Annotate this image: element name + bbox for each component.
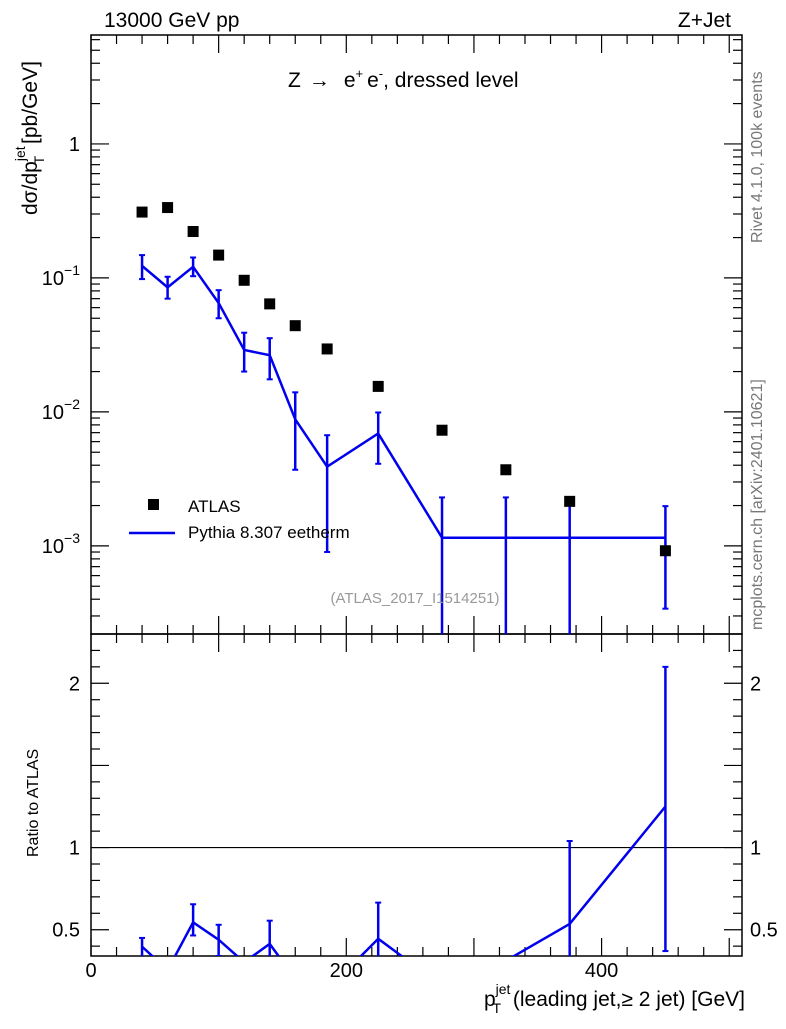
ratio-y-tick-label: 0.5 <box>52 920 80 942</box>
mcplots-label: mcplots.cern.ch [arXiv:2401.10621] <box>749 379 766 630</box>
atlas-data-point <box>564 495 576 507</box>
x-tick-label: 400 <box>585 960 618 982</box>
main-y-axis-label: dσ/dpjet T [pb/GeV] <box>12 61 47 215</box>
x-tick-label: 200 <box>330 960 363 982</box>
atlas-data-point <box>264 298 276 310</box>
process-annotation: Z → e+ e-, dressed level <box>288 66 519 92</box>
analysis-id-label: (ATLAS_2017_I1514251) <box>330 590 499 607</box>
atlas-data-point <box>372 380 384 392</box>
main-axis-ticks: 10−3 10−2 10−1 1 <box>42 35 742 634</box>
atlas-data-point <box>436 424 448 436</box>
atlas-data-point <box>187 226 199 238</box>
atlas-data-point <box>238 274 250 286</box>
main-y-tick-label: 10−3 <box>42 530 80 558</box>
process-label: Z+Jet <box>678 9 731 32</box>
ratio-y-axis-label: Ratio to ATLAS <box>25 749 42 857</box>
rivet-version-label: Rivet 4.1.0, 100k events <box>749 71 766 243</box>
main-y-tick-label: 1 <box>69 134 80 156</box>
main-panel-frame <box>90 34 743 635</box>
collision-energy-label: 13000 GeV pp <box>104 9 239 32</box>
ratio-y-tick-label-right: 0.5 <box>750 920 778 942</box>
ratio-panel-frame <box>90 633 743 957</box>
legend-data-label: ATLAS <box>188 497 241 516</box>
x-tick-label: 0 <box>85 960 96 982</box>
main-y-tick-label: 10−1 <box>42 262 80 290</box>
ratio-plot-area <box>139 665 669 956</box>
ratio-y-tick-label-right: 1 <box>750 838 761 860</box>
atlas-data-point <box>213 249 225 261</box>
main-plot-area <box>136 202 671 634</box>
x-axis-label: pjet T (leading jet,≥ 2 jet) [GeV] <box>484 981 745 1016</box>
ratio-y-tick-label-right: 2 <box>750 673 761 695</box>
atlas-data-point <box>162 202 174 214</box>
ratio-axis-ticks: 0.5 0.5 1 1 2 2 <box>52 649 778 947</box>
ratio-y-tick-label: 1 <box>69 838 80 860</box>
main-y-tick-label: 10−2 <box>42 396 80 424</box>
atlas-data-point <box>136 206 148 218</box>
atlas-data-point <box>321 343 333 355</box>
legend-data-marker <box>148 499 159 510</box>
legend-mc-label: Pythia 8.307 eetherm <box>188 523 350 542</box>
x-axis-ticks: 0 200 400 <box>85 634 730 982</box>
atlas-data-point <box>500 464 512 476</box>
atlas-data-point <box>289 320 301 332</box>
atlas-data-point <box>659 545 671 557</box>
ratio-y-tick-label: 2 <box>69 673 80 695</box>
